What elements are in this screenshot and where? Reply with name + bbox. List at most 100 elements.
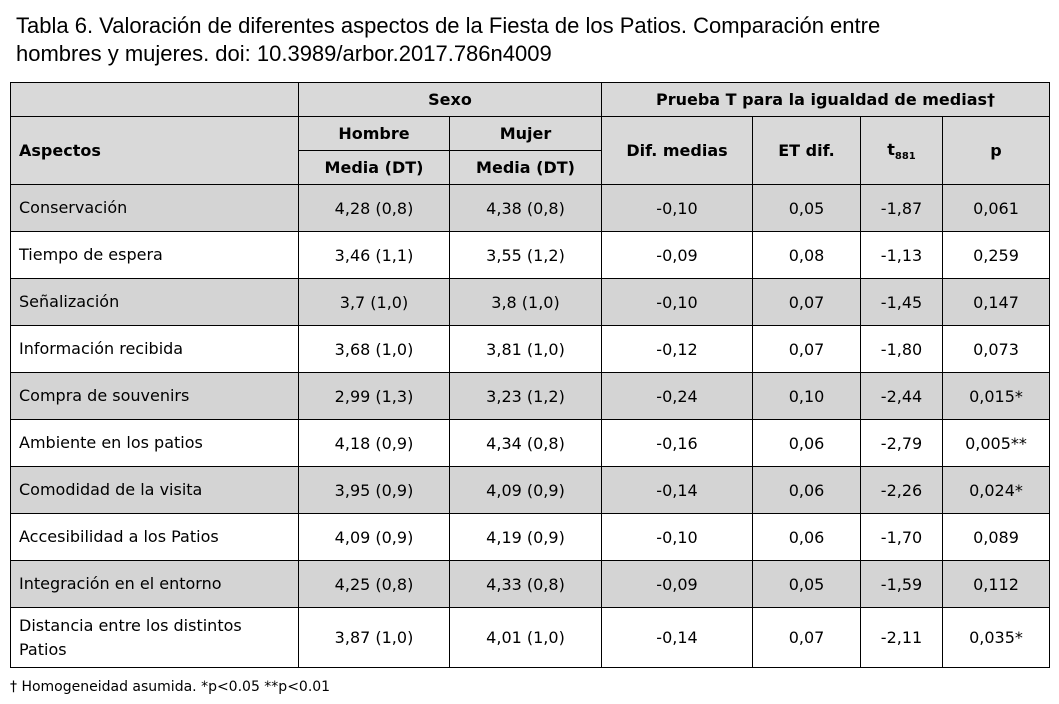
cell-aspecto: Conservación — [10, 184, 299, 232]
cell-et-dif: 0,10 — [752, 372, 861, 420]
cell-p: 0,035* — [942, 607, 1050, 668]
cell-et-dif: 0,06 — [752, 513, 861, 561]
cell-aspecto: Integración en el entorno — [10, 560, 299, 608]
cell-hombre: 2,99 (1,3) — [298, 372, 450, 420]
cell-mujer: 4,33 (0,8) — [449, 560, 602, 608]
cell-mujer: 4,09 (0,9) — [449, 466, 602, 514]
cell-et-dif: 0,06 — [752, 466, 861, 514]
cell-hombre: 4,18 (0,9) — [298, 419, 450, 467]
cell-dif-medias: -0,10 — [601, 278, 753, 326]
table-caption: Tabla 6. Valoración de diferentes aspect… — [16, 12, 1046, 68]
table-row: Accesibilidad a los Patios 4,09 (0,9) 4,… — [10, 513, 1050, 561]
header-t-symbol: t — [887, 139, 895, 159]
table-row: Señalización 3,7 (1,0) 3,8 (1,0) -0,10 0… — [10, 278, 1050, 326]
cell-mujer: 4,38 (0,8) — [449, 184, 602, 232]
cell-mujer: 4,01 (1,0) — [449, 607, 602, 668]
cell-dif-medias: -0,16 — [601, 419, 753, 467]
header-media-dt-hombre: Media (DT) — [298, 150, 450, 185]
cell-mujer: 3,55 (1,2) — [449, 231, 602, 279]
cell-dif-medias: -0,12 — [601, 325, 753, 373]
cell-t: -2,79 — [860, 419, 943, 467]
header-sexo: Sexo — [298, 82, 602, 117]
cell-et-dif: 0,07 — [752, 607, 861, 668]
cell-t: -1,59 — [860, 560, 943, 608]
cell-p: 0,005** — [942, 419, 1050, 467]
cell-et-dif: 0,08 — [752, 231, 861, 279]
cell-t: -2,26 — [860, 466, 943, 514]
table-row: Conservación 4,28 (0,8) 4,38 (0,8) -0,10… — [10, 184, 1050, 232]
header-corner — [10, 82, 299, 117]
table-row: Información recibida 3,68 (1,0) 3,81 (1,… — [10, 325, 1050, 373]
table-row: Comodidad de la visita 3,95 (0,9) 4,09 (… — [10, 466, 1050, 514]
header-media-dt-mujer: Media (DT) — [449, 150, 602, 185]
cell-p: 0,147 — [942, 278, 1050, 326]
header-dif-medias: Dif. medias — [601, 116, 753, 185]
cell-hombre: 3,68 (1,0) — [298, 325, 450, 373]
cell-dif-medias: -0,10 — [601, 513, 753, 561]
cell-aspecto: Ambiente en los patios — [10, 419, 299, 467]
cell-hombre: 4,28 (0,8) — [298, 184, 450, 232]
header-aspectos: Aspectos — [10, 116, 299, 185]
cell-aspecto: Distancia entre los distintos Patios — [10, 607, 299, 668]
cell-hombre: 3,95 (0,9) — [298, 466, 450, 514]
caption-line-2: hombres y mujeres. doi: 10.3989/arbor.20… — [16, 41, 552, 66]
cell-mujer: 3,81 (1,0) — [449, 325, 602, 373]
cell-hombre: 4,09 (0,9) — [298, 513, 450, 561]
table-row: Tiempo de espera 3,46 (1,1) 3,55 (1,2) -… — [10, 231, 1050, 279]
cell-dif-medias: -0,09 — [601, 231, 753, 279]
cell-dif-medias: -0,10 — [601, 184, 753, 232]
cell-t: -2,11 — [860, 607, 943, 668]
cell-et-dif: 0,05 — [752, 560, 861, 608]
cell-hombre: 3,87 (1,0) — [298, 607, 450, 668]
cell-dif-medias: -0,14 — [601, 466, 753, 514]
cell-p: 0,061 — [942, 184, 1050, 232]
header-hombre: Hombre — [298, 116, 450, 151]
cell-t: -2,44 — [860, 372, 943, 420]
header-p: p — [942, 116, 1050, 185]
cell-aspecto: Compra de souvenirs — [10, 372, 299, 420]
header-et-dif: ET dif. — [752, 116, 861, 185]
cell-p: 0,073 — [942, 325, 1050, 373]
cell-et-dif: 0,07 — [752, 278, 861, 326]
cell-hombre: 4,25 (0,8) — [298, 560, 450, 608]
cell-p: 0,089 — [942, 513, 1050, 561]
cell-t: -1,80 — [860, 325, 943, 373]
cell-mujer: 3,23 (1,2) — [449, 372, 602, 420]
cell-t: -1,87 — [860, 184, 943, 232]
cell-aspecto: Comodidad de la visita — [10, 466, 299, 514]
cell-p: 0,112 — [942, 560, 1050, 608]
cell-aspecto: Tiempo de espera — [10, 231, 299, 279]
cell-hombre: 3,7 (1,0) — [298, 278, 450, 326]
cell-t: -1,13 — [860, 231, 943, 279]
cell-mujer: 3,8 (1,0) — [449, 278, 602, 326]
table-body: Conservación 4,28 (0,8) 4,38 (0,8) -0,10… — [10, 184, 1050, 668]
cell-dif-medias: -0,24 — [601, 372, 753, 420]
header-prueba-t: Prueba T para la igualdad de medias† — [601, 82, 1050, 117]
cell-t: -1,70 — [860, 513, 943, 561]
cell-mujer: 4,34 (0,8) — [449, 419, 602, 467]
header-t: t881 — [860, 116, 943, 185]
table-row: Ambiente en los patios 4,18 (0,9) 4,34 (… — [10, 419, 1050, 467]
cell-dif-medias: -0,14 — [601, 607, 753, 668]
cell-aspecto: Señalización — [10, 278, 299, 326]
table-footnote: † Homogeneidad asumida. *p<0.05 **p<0.01 — [10, 679, 331, 695]
cell-et-dif: 0,07 — [752, 325, 861, 373]
cell-et-dif: 0,06 — [752, 419, 861, 467]
caption-line-1: Tabla 6. Valoración de diferentes aspect… — [16, 13, 881, 38]
table-row: Distancia entre los distintos Patios 3,8… — [10, 607, 1050, 668]
cell-et-dif: 0,05 — [752, 184, 861, 232]
cell-p: 0,015* — [942, 372, 1050, 420]
cell-p: 0,259 — [942, 231, 1050, 279]
table-row: Integración en el entorno 4,25 (0,8) 4,3… — [10, 560, 1050, 608]
cell-aspecto: Información recibida — [10, 325, 299, 373]
header-t-subscript: 881 — [894, 150, 916, 162]
cell-dif-medias: -0,09 — [601, 560, 753, 608]
cell-aspecto: Accesibilidad a los Patios — [10, 513, 299, 561]
table-header: Sexo Prueba T para la igualdad de medias… — [10, 82, 1050, 185]
table-row: Compra de souvenirs 2,99 (1,3) 3,23 (1,2… — [10, 372, 1050, 420]
cell-hombre: 3,46 (1,1) — [298, 231, 450, 279]
header-mujer: Mujer — [449, 116, 602, 151]
data-table: Sexo Prueba T para la igualdad de medias… — [10, 82, 1050, 668]
cell-p: 0,024* — [942, 466, 1050, 514]
cell-mujer: 4,19 (0,9) — [449, 513, 602, 561]
